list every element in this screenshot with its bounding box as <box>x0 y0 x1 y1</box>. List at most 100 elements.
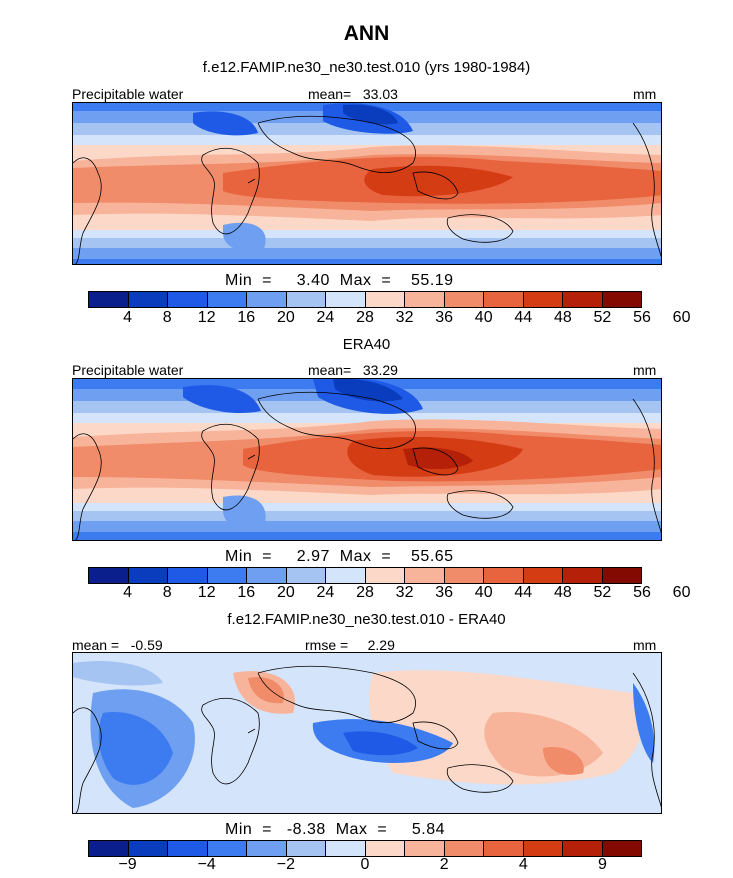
panel3-mean-label: mean = -0.59 <box>72 637 163 653</box>
colorbar-swatch <box>444 841 484 856</box>
colorbar-tick-label: −9 <box>118 856 137 873</box>
colorbar-swatch <box>168 292 208 307</box>
colorbar-swatch <box>563 841 603 856</box>
colorbar-tick-label: 60 <box>672 584 691 601</box>
colorbar-swatch <box>207 568 247 583</box>
colorbar-swatch <box>247 568 287 583</box>
colorbar-swatch <box>168 568 208 583</box>
colorbar-swatch <box>128 568 168 583</box>
panel1-title: f.e12.FAMIP.ne30_ne30.test.010 (yrs 1980… <box>202 59 531 76</box>
panel3-colorbar <box>88 840 642 857</box>
panel2-colorbar <box>88 567 642 584</box>
colorbar-tick-label: 32 <box>395 584 414 601</box>
colorbar-swatch <box>207 292 247 307</box>
colorbar-swatch <box>602 568 641 583</box>
panel3-coastlines <box>73 665 661 813</box>
colorbar-tick-label: 36 <box>435 309 454 326</box>
panel3-rmse-label: rmse = 2.29 <box>305 637 395 653</box>
colorbar-tick-label: 48 <box>553 309 572 326</box>
colorbar-swatch <box>563 292 603 307</box>
panel1-coastlines <box>73 115 661 264</box>
colorbar-swatch <box>484 841 524 856</box>
panel3-title: f.e12.FAMIP.ne30_ne30.test.010 - ERA40 <box>227 611 506 628</box>
colorbar-tick-label: 8 <box>162 584 172 601</box>
colorbar-swatch <box>286 841 326 856</box>
colorbar-tick-label: 24 <box>316 309 335 326</box>
panel1-colorbar <box>88 291 642 308</box>
colorbar-tick-label: 20 <box>276 309 295 326</box>
colorbar-swatch <box>444 292 484 307</box>
colorbar-tick-label: 60 <box>672 309 691 326</box>
colorbar-swatch <box>207 841 247 856</box>
panel1-stats: Min = 3.40 Max = 55.19 <box>225 272 454 289</box>
colorbar-tick-label: 56 <box>633 309 651 326</box>
colorbar-swatch <box>405 568 445 583</box>
colorbar-tick-label: 40 <box>474 309 493 326</box>
colorbar-swatch <box>365 841 405 856</box>
panel3-colorbar-ticks: −9 −4 −2 0 2 4 9 <box>88 856 642 874</box>
colorbar-tick-label: 9 <box>597 856 607 873</box>
colorbar-swatch <box>444 568 484 583</box>
colorbar-swatch <box>89 292 129 307</box>
panel2-coastlines <box>73 391 661 540</box>
panel1-variable-label: Precipitable water <box>72 86 184 102</box>
colorbar-swatch <box>523 568 563 583</box>
colorbar-tick-label: −4 <box>197 856 216 873</box>
colorbar-swatch <box>128 292 168 307</box>
panel2-map <box>72 378 662 541</box>
colorbar-tick-label: 20 <box>276 584 295 601</box>
colorbar-tick-label: 44 <box>514 309 533 326</box>
colorbar-swatch <box>365 292 405 307</box>
colorbar-swatch <box>247 292 287 307</box>
panel2-variable-label: Precipitable water <box>72 362 184 378</box>
colorbar-swatch <box>484 568 524 583</box>
colorbar-swatch <box>326 568 366 583</box>
panel2-colorbar-ticks: 4 8 12 16 20 24 28 32 36 40 44 48 52 56 60 <box>88 584 690 602</box>
colorbar-tick-label: 2 <box>439 856 449 873</box>
colorbar-swatch <box>89 568 129 583</box>
colorbar-swatch <box>523 292 563 307</box>
season-title: ANN <box>343 22 390 45</box>
colorbar-swatch <box>286 292 326 307</box>
colorbar-tick-label: 28 <box>356 584 374 601</box>
colorbar-tick-label: 52 <box>593 584 612 601</box>
colorbar-tick-label: −2 <box>276 856 295 873</box>
colorbar-swatch <box>523 841 563 856</box>
colorbar-swatch <box>484 292 524 307</box>
panel2-field <box>73 379 661 540</box>
panel1-mean-label: mean= 33.03 <box>308 86 398 102</box>
colorbar-tick-label: 12 <box>197 584 216 601</box>
colorbar-tick-label: 48 <box>553 584 572 601</box>
colorbar-swatch <box>326 841 366 856</box>
colorbar-swatch <box>365 568 405 583</box>
colorbar-tick-label: 4 <box>123 584 133 601</box>
panel3-field <box>73 653 661 813</box>
panel3-stats: Min = -8.38 Max = 5.84 <box>225 821 446 838</box>
colorbar-tick-label: 16 <box>237 309 256 326</box>
colorbar-tick-label: 8 <box>162 309 172 326</box>
panel3-map <box>72 652 662 814</box>
colorbar-swatch <box>286 568 326 583</box>
colorbar-tick-label: 36 <box>435 584 454 601</box>
colorbar-tick-label: 52 <box>593 309 612 326</box>
panel1-unit-label: mm <box>633 86 657 102</box>
colorbar-tick-label: 44 <box>514 584 533 601</box>
colorbar-tick-label: 32 <box>395 309 414 326</box>
colorbar-tick-label: 24 <box>316 584 335 601</box>
colorbar-swatch <box>602 292 641 307</box>
colorbar-swatch <box>128 841 168 856</box>
colorbar-tick-label: 56 <box>633 584 651 601</box>
colorbar-swatch <box>405 841 445 856</box>
colorbar-swatch <box>326 292 366 307</box>
colorbar-swatch <box>405 292 445 307</box>
colorbar-swatch <box>563 568 603 583</box>
panel2-unit-label: mm <box>633 362 657 378</box>
panel2-mean-label: mean= 33.29 <box>308 362 398 378</box>
colorbar-swatch <box>89 841 129 856</box>
colorbar-tick-label: 16 <box>237 584 256 601</box>
colorbar-tick-label: 0 <box>360 856 370 873</box>
panel2-title: ERA40 <box>342 336 391 353</box>
colorbar-tick-label: 4 <box>123 309 133 326</box>
colorbar-tick-label: 12 <box>197 309 216 326</box>
colorbar-tick-label: 40 <box>474 584 493 601</box>
